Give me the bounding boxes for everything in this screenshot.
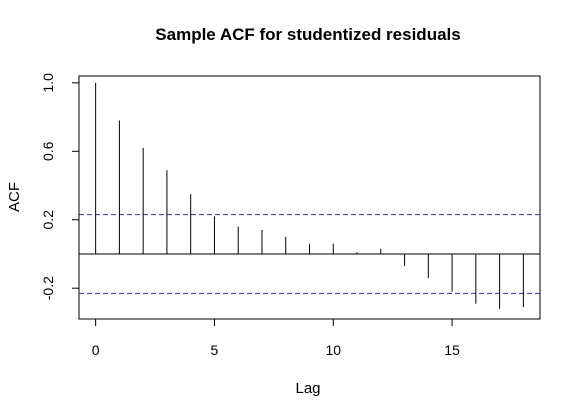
y-tick-label: 0.2: [40, 210, 56, 230]
y-tick-label: -0.2: [40, 276, 56, 300]
x-tick-label: 10: [325, 342, 341, 358]
x-tick-label: 5: [211, 342, 219, 358]
chart-title: Sample ACF for studentized residuals: [155, 25, 460, 44]
x-tick-label: 15: [444, 342, 460, 358]
acf-bars: [95, 82, 524, 309]
y-axis-label: ACF: [6, 182, 23, 212]
plot-frame: [78, 75, 541, 320]
y-tick-label: 0.6: [40, 141, 56, 161]
x-axis: 0 5 10 15: [92, 318, 460, 358]
x-axis-label: Lag: [295, 380, 320, 397]
y-tick-label: 1.0: [40, 73, 56, 93]
x-tick-label: 0: [92, 342, 100, 358]
y-axis: -0.2 0.2 0.6 1.0: [40, 73, 80, 300]
